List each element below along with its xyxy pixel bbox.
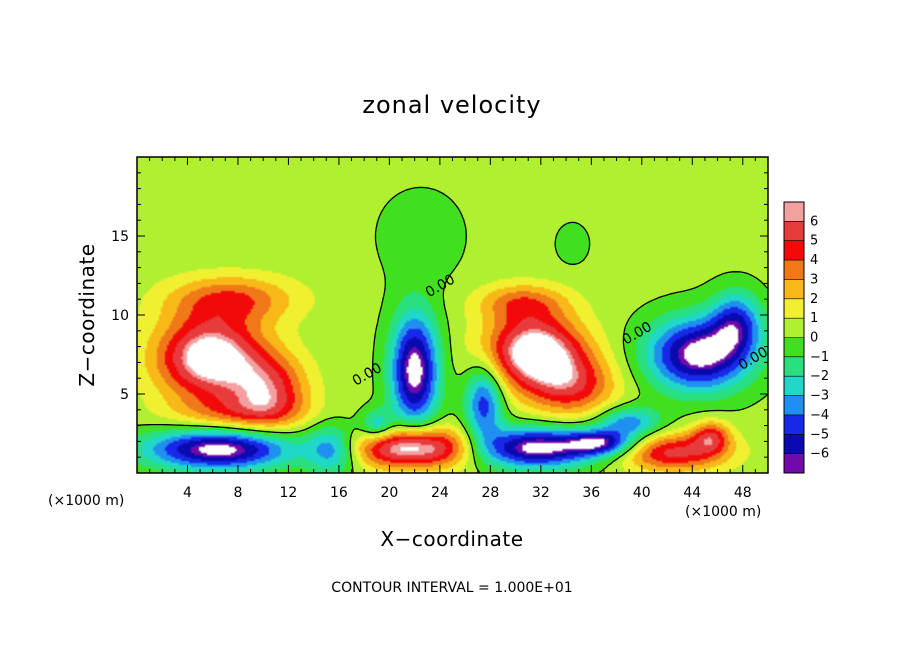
colorbar-tick-label: −1 [810,350,829,365]
x-tick-label: 48 [734,485,752,501]
x-tick-label: 32 [532,485,550,501]
x-axis-label: X−coordinate [380,527,523,551]
contour-interval-text: CONTOUR INTERVAL = 1.000E+01 [331,580,572,596]
y-tick-label: 5 [120,387,129,403]
zero-contour-lines [137,186,768,473]
colorbar-tick-label: 3 [810,272,818,287]
colorbar-tick-label: −3 [810,389,829,404]
y-tick-label: 10 [111,308,129,324]
colorbar-swatch [784,260,804,280]
y-tick-label: 15 [111,229,129,245]
x-axis-ticks: 4 8 12 16 20 24 28 32 36 40 44 48 [149,157,756,501]
colorbar-swatch [784,279,804,300]
colorbar-tick-label: 6 [810,214,818,229]
x-unit-label-left: (×1000 m) [48,493,124,509]
x-tick-label: 16 [330,485,348,501]
x-tick-label: 24 [431,485,449,501]
x-tick-label: 40 [633,485,651,501]
colorbar-swatch [784,202,804,222]
x-tick-label: 4 [183,485,192,501]
x-unit-label-right: (×1000 m) [685,504,761,520]
colorbar-swatch [784,356,804,377]
y-axis-label: Z−coordinate [75,243,99,386]
y-axis-ticks: 5 10 15 [111,172,768,458]
colorbar-swatch [784,318,804,338]
colorbar-tick-label: 5 [810,234,818,249]
colorbar-swatch [784,434,804,454]
zero-contour [137,186,768,473]
colorbar-swatch [784,453,804,474]
x-tick-label: 12 [280,485,298,501]
x-tick-label: 20 [380,485,398,501]
colorbar-tick-label: 4 [810,253,818,268]
colorbar-swatch [784,298,804,319]
x-tick-label: 28 [481,485,499,501]
x-tick-label: 8 [233,485,242,501]
chart-title: zonal velocity [362,91,541,119]
contour-labels: 0.000.000.000.00 [350,272,768,390]
colorbar-swatch [784,337,804,358]
colorbar-tick-label: −2 [810,369,829,384]
colorbar-tick-label: −6 [810,447,829,462]
colorbar-tick-label: −4 [810,408,829,423]
colorbar-swatch [784,414,804,435]
colorbar-tick-label: 2 [810,292,818,307]
x-tick-label: 36 [582,485,600,501]
colorbar-tick-label: 1 [810,311,818,326]
velocity-field-image [137,157,768,473]
colorbar-tick-label: 0 [810,331,818,346]
colorbar-tick-label: −5 [810,427,829,442]
colorbar: 6 5 4 3 2 1 0 −1 −2 −3 −4 −5 −6 [783,201,829,474]
colorbar-swatch [784,240,804,261]
plot-area: 0.000.000.000.00 [137,157,768,473]
colorbar-swatch [784,395,804,416]
x-tick-label: 44 [683,485,701,501]
colorbar-swatch [784,376,804,396]
colorbar-swatch [784,221,804,242]
